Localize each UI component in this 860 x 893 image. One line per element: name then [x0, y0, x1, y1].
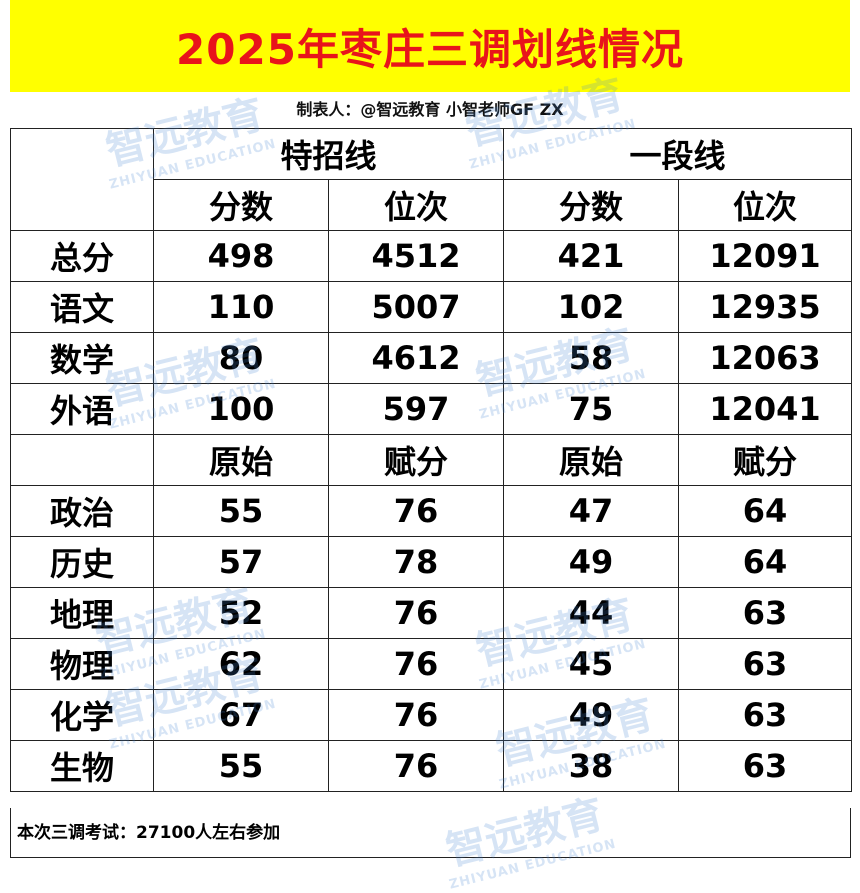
- data-row: 化学 67 76 49 63: [10, 689, 853, 741]
- cell: 12063: [678, 332, 853, 384]
- cell: 76: [327, 689, 505, 741]
- author: 制表人：@智远教育 小智老师GF ZX: [296, 100, 564, 119]
- cell: 52: [153, 587, 329, 639]
- empty-cell: [10, 434, 154, 486]
- cell: 100: [153, 383, 329, 435]
- footer-note: 本次三调考试：27100人左右参加: [10, 808, 851, 858]
- corner-cell: [10, 128, 154, 231]
- data-row: 数学 80 4612 58 12063: [10, 332, 853, 384]
- row-label: 外语: [10, 383, 154, 435]
- cell: 67: [153, 689, 329, 741]
- cell: 64: [678, 485, 853, 537]
- column-header: 位次: [678, 179, 853, 231]
- row-label: 政治: [10, 485, 154, 537]
- cell: 76: [327, 485, 505, 537]
- cell: 4612: [327, 332, 505, 384]
- column-header: 分数: [503, 179, 680, 231]
- data-row: 历史 57 78 49 64: [10, 536, 853, 588]
- data-row: 总分 498 4512 421 12091: [10, 230, 853, 282]
- cell: 78: [327, 536, 505, 588]
- cell: 498: [153, 230, 329, 282]
- row-label: 生物: [10, 740, 154, 792]
- cell: 4512: [327, 230, 505, 282]
- cell: 45: [503, 638, 680, 690]
- cell: 49: [503, 536, 680, 588]
- cell: 12091: [678, 230, 853, 282]
- cell: 49: [503, 689, 680, 741]
- score-table: 特招线 一段线 分数 位次 分数 位次 总分 498 4512 421 12091 语文 110 5007…: [10, 128, 853, 792]
- group-header: 特招线: [152, 128, 505, 180]
- data-row: 地理 52 76 44 63: [10, 587, 853, 639]
- cell: 12041: [678, 383, 853, 435]
- row-label: 数学: [10, 332, 154, 384]
- cell: 421: [503, 230, 680, 282]
- cell: 76: [327, 638, 505, 690]
- data-row: 语文 110 5007 102 12935: [10, 281, 853, 333]
- cell: 47: [503, 485, 680, 537]
- data-row: 物理 62 76 45 63: [10, 638, 853, 690]
- cell: 102: [503, 281, 680, 333]
- group-header: 一段线: [503, 128, 853, 180]
- cell: 64: [678, 536, 853, 588]
- cell: 12935: [678, 281, 853, 333]
- row-label: 历史: [10, 536, 154, 588]
- header-row: 特招线 一段线: [10, 128, 853, 231]
- cell: 55: [153, 740, 329, 792]
- cell: 80: [153, 332, 329, 384]
- column-header: 赋分: [327, 434, 505, 486]
- cell: 55: [153, 485, 329, 537]
- column-header: 原始: [153, 434, 329, 486]
- cell: 5007: [327, 281, 505, 333]
- title-band: 2025年枣庄三调划线情况: [10, 0, 850, 92]
- column-header: 原始: [503, 434, 680, 486]
- title: 2025年枣庄三调划线情况: [176, 24, 684, 74]
- cell: 38: [503, 740, 680, 792]
- cell: 63: [678, 740, 853, 792]
- row-label: 化学: [10, 689, 154, 741]
- column-header: 位次: [327, 179, 505, 231]
- column-header: 分数: [153, 179, 329, 231]
- data-row: 生物 55 76 38 63: [10, 740, 853, 792]
- cell: 75: [503, 383, 680, 435]
- column-header: 赋分: [678, 434, 853, 486]
- row-label: 地理: [10, 587, 154, 639]
- cell: 62: [153, 638, 329, 690]
- data-row: 外语 100 597 75 12041: [10, 383, 853, 435]
- cell: 44: [503, 587, 680, 639]
- subheader-row: 原始 赋分 原始 赋分: [10, 434, 853, 486]
- cell: 597: [327, 383, 505, 435]
- cell: 57: [153, 536, 329, 588]
- cell: 76: [327, 587, 505, 639]
- cell: 58: [503, 332, 680, 384]
- page: {"header": {"title": "2025年枣庄三调划线情况", "a…: [10, 0, 853, 893]
- row-label: 物理: [10, 638, 154, 690]
- cell: 110: [153, 281, 329, 333]
- row-label: 语文: [10, 281, 154, 333]
- row-label: 总分: [10, 230, 154, 282]
- cell: 63: [678, 638, 853, 690]
- data-row: 政治 55 76 47 64: [10, 485, 853, 537]
- cell: 76: [327, 740, 505, 792]
- cell: 63: [678, 689, 853, 741]
- cell: 63: [678, 587, 853, 639]
